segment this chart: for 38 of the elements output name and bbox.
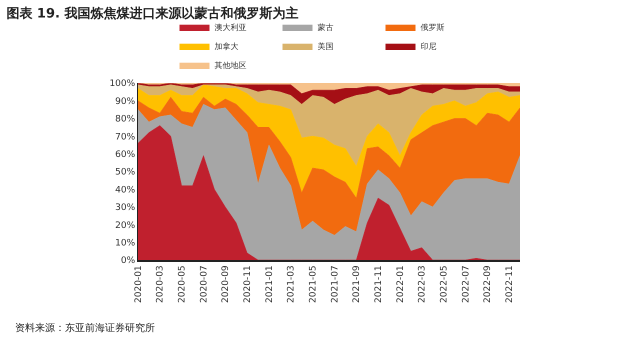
x-tick-label: 2021-01 (264, 265, 275, 303)
x-tick-label: 2022-01 (396, 265, 406, 303)
x-tick-label: 2020-01 (134, 265, 144, 303)
legend-label: 其他地区 (214, 61, 246, 70)
x-tick-label: 2021-03 (286, 265, 297, 303)
x-tick-label: 2020-05 (178, 265, 188, 303)
x-tick-label: 2022-09 (483, 265, 494, 303)
y-tick-label: 30% (115, 203, 136, 214)
legend-label: 印尼 (420, 42, 436, 52)
y-tick-label: 90% (115, 96, 136, 107)
y-tick-label: 20% (115, 220, 136, 231)
x-tick-label: 2021-11 (374, 265, 384, 303)
x-tick-label: 2020-07 (199, 265, 210, 303)
x-tick-label: 2022-11 (505, 265, 516, 303)
legend-label: 加拿大 (214, 42, 238, 52)
y-tick-label: 40% (115, 185, 136, 196)
x-tick-label: 2021-07 (330, 265, 340, 303)
y-tick-label: 60% (115, 150, 136, 160)
y-tick-label: 50% (115, 168, 136, 178)
y-tick-label: 10% (115, 238, 136, 248)
legend-label: 俄罗斯 (420, 23, 444, 32)
x-tick-label: 2021-05 (308, 265, 319, 303)
legend-label: 澳大利亚 (214, 23, 246, 32)
x-tick-label: 2022-07 (461, 265, 472, 303)
x-tick-label: 2021-09 (352, 265, 362, 303)
y-tick-label: 70% (115, 132, 136, 142)
y-tick-label: 100% (109, 79, 136, 90)
legend-label: 蒙古 (318, 23, 334, 32)
x-tick-label: 2020-03 (156, 265, 166, 303)
y-tick-label: 0% (120, 256, 136, 266)
x-tick-label: 2020-09 (221, 265, 232, 303)
legend-label: 美国 (318, 42, 334, 52)
text: 资料来源：东亚前海证券研究所 (15, 322, 155, 334)
y-tick-label: 80% (115, 114, 136, 125)
chart-title: 图表 19. 我国炼焦煤进口来源以蒙古和俄罗斯为主 (6, 6, 298, 22)
x-tick-label: 2022-05 (440, 265, 450, 303)
x-tick-label: 2020-11 (243, 265, 254, 303)
x-tick-label: 2022-03 (418, 265, 428, 303)
